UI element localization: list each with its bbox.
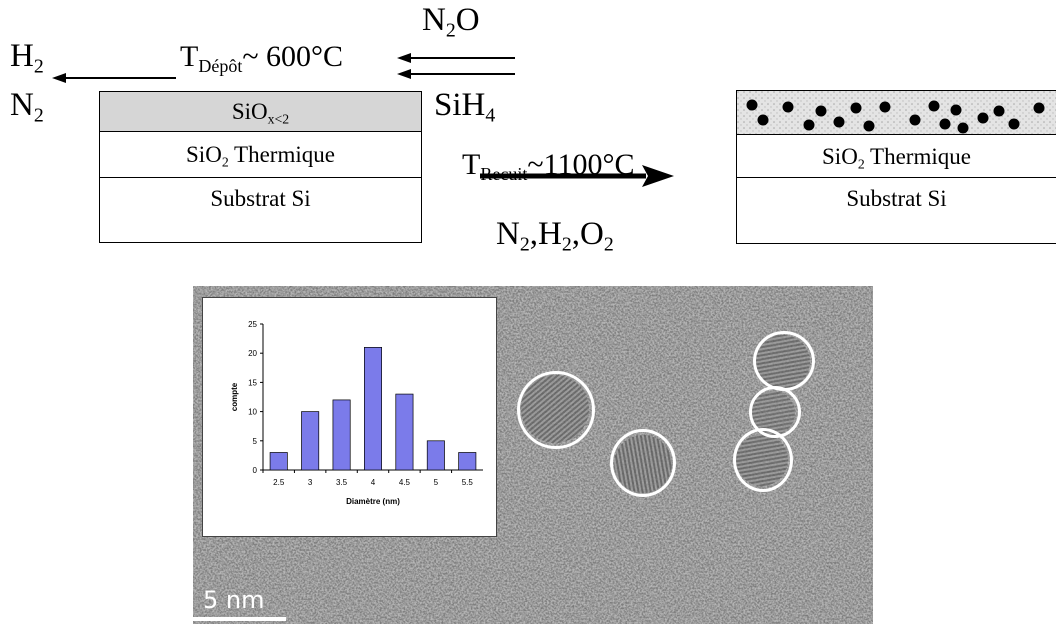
x-tick-label: 3 bbox=[308, 478, 313, 487]
left-layer-stack: SiOx<2 SiO2 Thermique Substrat Si bbox=[99, 91, 422, 243]
right-layer-stack: SiO2 Thermique Substrat Si bbox=[736, 90, 1056, 244]
si-substrate-layer-left: Substrat Si bbox=[100, 178, 421, 218]
n2o-input-label: N2O bbox=[422, 2, 480, 42]
si-substrate-label-left: Substrat Si bbox=[210, 185, 311, 211]
sio2-thermal-layer-left: SiO2 Thermique bbox=[100, 132, 421, 178]
anneal-arrow bbox=[480, 165, 674, 187]
y-tick-label: 10 bbox=[248, 408, 257, 417]
histogram-bar bbox=[395, 393, 414, 471]
h2-output-label: H2 bbox=[10, 38, 44, 78]
si-substrate-layer-right: Substrat Si bbox=[737, 178, 1056, 218]
siox-deposit-layer: SiOx<2 bbox=[100, 92, 421, 132]
histogram-bar bbox=[332, 399, 351, 471]
scale-bar bbox=[193, 617, 286, 621]
deposition-temperature: TDépôt~ 600°C bbox=[180, 40, 344, 76]
x-tick-label: 5 bbox=[434, 478, 439, 487]
x-tick-label: 2.5 bbox=[273, 478, 285, 487]
h2-outflow-arrow bbox=[52, 73, 176, 83]
nanocrystal-circle bbox=[733, 428, 793, 492]
histogram-bar bbox=[458, 452, 477, 471]
histogram-bar bbox=[364, 347, 382, 471]
histogram-bar bbox=[269, 452, 288, 471]
histogram-bar bbox=[426, 440, 445, 471]
nanocrystal-circle bbox=[753, 331, 815, 391]
gas-inflow-arrows bbox=[397, 53, 515, 79]
nanocrystal-circle bbox=[517, 371, 595, 449]
sio2-thermal-label-left: SiO2 Thermique bbox=[186, 142, 335, 170]
nanocrystal-circle bbox=[610, 429, 676, 497]
y-tick-label: 0 bbox=[253, 466, 258, 475]
y-tick-label: 25 bbox=[248, 320, 257, 329]
histogram-bar bbox=[301, 411, 320, 471]
x-tick-label: 4.5 bbox=[399, 478, 411, 487]
anneal-gases-label: N2,H2,O2 bbox=[496, 216, 614, 256]
siox-layer-label: SiOx<2 bbox=[231, 99, 290, 127]
scale-bar-label: 5 nm bbox=[203, 586, 265, 614]
x-axis-label: Diamètre (nm) bbox=[346, 497, 400, 506]
nanocrystal-layer bbox=[737, 91, 1056, 135]
x-tick-label: 4 bbox=[371, 478, 376, 487]
n2-output-label: N2 bbox=[10, 87, 44, 127]
x-tick-label: 3.5 bbox=[336, 478, 348, 487]
si-substrate-label-right: Substrat Si bbox=[846, 185, 947, 211]
sio2-thermal-layer-right: SiO2 Thermique bbox=[737, 135, 1056, 178]
size-histogram-inset: 2.5 3 3.5 4 4.5 5 5.5 0 5 10 15 20 25 Diamètre (nm) … bbox=[202, 297, 497, 537]
y-tick-label: 5 bbox=[253, 437, 258, 446]
y-tick-label: 20 bbox=[248, 349, 257, 358]
y-tick-label: 15 bbox=[248, 378, 257, 387]
sih4-input-label: SiH4 bbox=[434, 87, 496, 127]
x-tick-label: 5.5 bbox=[462, 478, 474, 487]
y-axis-label: compte bbox=[230, 382, 239, 411]
sio2-thermal-label-right: SiO2 Thermique bbox=[822, 143, 971, 171]
